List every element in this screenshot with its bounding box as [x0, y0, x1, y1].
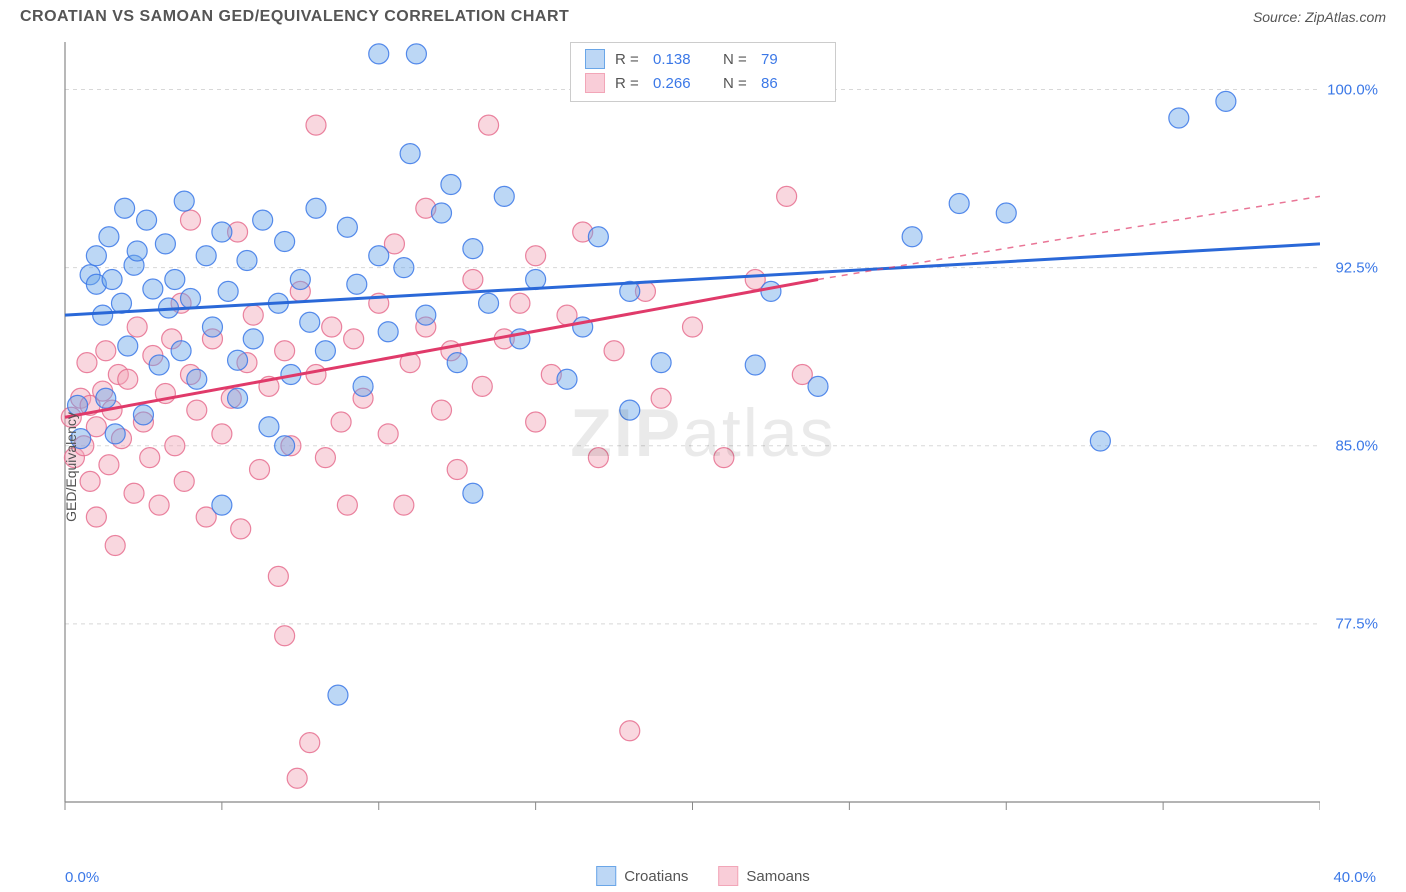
legend-swatch-icon [585, 49, 605, 69]
y-axis-label: GED/Equivalency [63, 412, 79, 522]
y-axis-tick-label: 100.0% [1327, 81, 1378, 98]
y-axis-tick-label: 92.5% [1335, 259, 1378, 276]
legend-n-label: N = [723, 51, 751, 68]
x-axis-min-label: 0.0% [65, 869, 99, 886]
legend-series-box: Croatians Samoans [596, 866, 810, 886]
legend-n-value: 79 [761, 51, 821, 68]
title-bar: CROATIAN VS SAMOAN GED/EQUIVALENCY CORRE… [0, 0, 1406, 30]
legend-series-label: Samoans [746, 868, 809, 885]
legend-series-item: Samoans [718, 866, 809, 886]
y-axis-tick-label: 85.0% [1335, 437, 1378, 454]
legend-r-label: R = [615, 75, 643, 92]
legend-row: R = 0.138 N = 79 [585, 47, 821, 71]
legend-stats-box: R = 0.138 N = 79 R = 0.266 N = 86 [570, 42, 836, 102]
legend-series-item: Croatians [596, 866, 688, 886]
chart-area: GED/Equivalency ZIPatlas R = 0.138 N = 7… [20, 42, 1386, 892]
legend-n-label: N = [723, 75, 751, 92]
legend-series-label: Croatians [624, 868, 688, 885]
legend-swatch-icon [596, 866, 616, 886]
legend-swatch-icon [585, 73, 605, 93]
legend-r-value: 0.138 [653, 51, 713, 68]
scatter-chart-svg [20, 42, 1320, 832]
chart-title: CROATIAN VS SAMOAN GED/EQUIVALENCY CORRE… [20, 8, 569, 26]
legend-row: R = 0.266 N = 86 [585, 71, 821, 95]
legend-swatch-icon [718, 866, 738, 886]
x-axis-max-label: 40.0% [1333, 869, 1376, 886]
chart-source: Source: ZipAtlas.com [1253, 9, 1386, 25]
legend-r-value: 0.266 [653, 75, 713, 92]
legend-n-value: 86 [761, 75, 821, 92]
y-axis-tick-label: 77.5% [1335, 615, 1378, 632]
legend-r-label: R = [615, 51, 643, 68]
